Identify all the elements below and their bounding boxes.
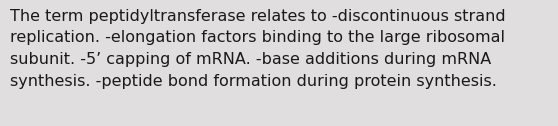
Text: The term peptidyltransferase relates to -discontinuous strand
replication. -elon: The term peptidyltransferase relates to …	[10, 9, 506, 89]
